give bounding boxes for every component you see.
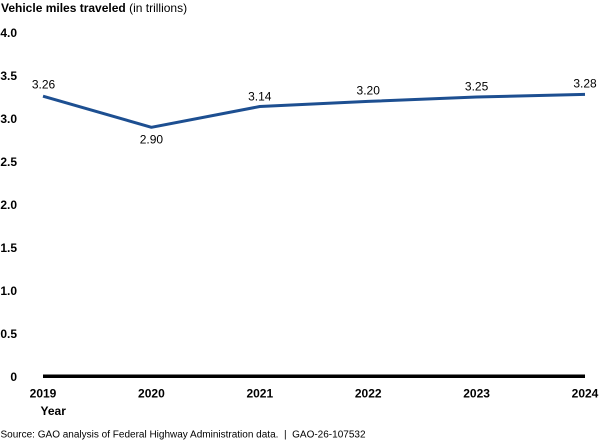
svg-text:2024: 2024 xyxy=(572,387,599,401)
svg-text:3.26: 3.26 xyxy=(32,78,56,92)
svg-text:2.0: 2.0 xyxy=(0,198,17,212)
svg-text:3.14: 3.14 xyxy=(248,89,272,103)
svg-text:2019: 2019 xyxy=(30,387,57,401)
svg-text:2.5: 2.5 xyxy=(0,155,17,169)
svg-text:0.5: 0.5 xyxy=(0,327,17,341)
svg-text:3.28: 3.28 xyxy=(573,77,597,91)
svg-text:3.5: 3.5 xyxy=(0,69,17,83)
svg-text:3.25: 3.25 xyxy=(465,79,489,93)
svg-text:2020: 2020 xyxy=(138,387,165,401)
svg-text:0: 0 xyxy=(10,370,17,384)
svg-text:Source: GAO analysis of Federa: Source: GAO analysis of Federal Highway … xyxy=(1,430,366,441)
svg-text:2022: 2022 xyxy=(355,387,382,401)
svg-text:Vehicle miles traveled (in tri: Vehicle miles traveled (in trillions) xyxy=(1,1,187,15)
svg-text:2.90: 2.90 xyxy=(140,133,164,147)
svg-text:1.0: 1.0 xyxy=(0,284,17,298)
svg-text:Year: Year xyxy=(41,404,67,418)
svg-text:1.5: 1.5 xyxy=(0,241,17,255)
svg-text:3.0: 3.0 xyxy=(0,112,17,126)
svg-text:4.0: 4.0 xyxy=(0,26,17,40)
svg-text:2021: 2021 xyxy=(246,387,273,401)
svg-text:3.20: 3.20 xyxy=(357,84,381,98)
svg-text:2023: 2023 xyxy=(463,387,490,401)
